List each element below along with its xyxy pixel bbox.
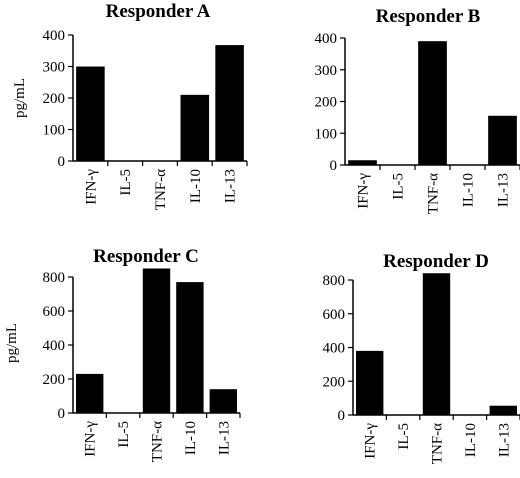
y-tick-label: 0 [58, 154, 66, 170]
bar [488, 115, 517, 165]
panel-responder-b: Responder B 0 100 200 300 400 IFN-γ IL-5 TNF-α I… [315, 6, 520, 214]
bar [76, 66, 105, 161]
x-tick-label: IL-10 [463, 423, 479, 457]
x-tick-label: IL-5 [116, 421, 132, 448]
x-tick-label: IFN-γ [356, 173, 372, 209]
bar [180, 94, 210, 161]
bar [348, 160, 377, 165]
x-tick-label: IL-5 [396, 423, 412, 450]
bar [215, 45, 244, 161]
panel-responder-a: Responder A pg/mL 0 100 200 300 400 IFN-γ IL-5… [12, 1, 248, 210]
bar [356, 350, 384, 415]
plot-area: 0 100 200 300 400 IFN-γ IL-5 TNF-α IL-10 IL-13 [43, 28, 248, 210]
y-tick-label: 200 [315, 95, 338, 111]
y-tick-label: 800 [323, 273, 346, 289]
y-tick-label: 100 [43, 123, 66, 139]
y-tick-label: 0 [330, 158, 338, 174]
x-tick-label: IL-10 [188, 169, 204, 203]
x-tick-label: IL-5 [391, 173, 407, 200]
x-tick-label: IL-13 [216, 421, 232, 455]
x-tick-label: TNF-α [426, 173, 442, 214]
x-tick-label: IL-13 [223, 169, 239, 203]
y-tick-label: 0 [58, 406, 66, 422]
y-tick-label: 100 [315, 126, 338, 142]
y-tick-label: 600 [323, 307, 346, 323]
bar [209, 389, 237, 413]
x-tick-label: TNF-α [430, 423, 446, 464]
x-tick-label: IFN-γ [363, 423, 379, 459]
y-tick-label: 200 [323, 374, 346, 390]
y-tick-label: 0 [338, 408, 346, 424]
y-axis-label: pg/mL [12, 78, 28, 118]
y-tick-label: 400 [43, 338, 66, 354]
panel-responder-c: Responder C pg/mL 0 200 400 600 800 IFN-γ IL-5… [4, 246, 241, 462]
x-tick-label: IFN-γ [83, 169, 99, 205]
x-tick-label: IL-13 [496, 423, 512, 457]
panel-title: Responder A [106, 1, 211, 22]
x-tick-label: IL-10 [461, 173, 477, 207]
bar [489, 405, 517, 415]
x-tick-label: IFN-γ [83, 421, 99, 457]
bar [76, 373, 104, 413]
x-tick-label: TNF-α [153, 169, 169, 210]
x-tick-label: IL-10 [183, 421, 199, 455]
panel-title: Responder D [383, 251, 489, 272]
panel-responder-d: Responder D 0 200 400 600 800 IFN-γ IL-5 TNF-α I… [323, 251, 520, 464]
y-tick-label: 400 [315, 31, 338, 47]
x-tick-label: IL-13 [496, 173, 512, 207]
y-tick-label: 200 [43, 91, 66, 107]
plot-area: 0 100 200 300 400 IFN-γ IL-5 TNF-α IL-10 IL-13 [315, 31, 520, 214]
bar [418, 41, 447, 165]
y-axis-label: pg/mL [4, 323, 20, 363]
x-tick-label: IL-5 [118, 169, 134, 196]
panel-title: Responder B [376, 6, 481, 27]
y-tick-label: 600 [43, 304, 66, 320]
y-tick-label: 400 [43, 28, 66, 44]
x-tick-label: TNF-α [150, 421, 166, 462]
bar [176, 282, 204, 413]
panel-title: Responder C [93, 246, 199, 267]
bar [422, 273, 451, 415]
plot-area: 0 200 400 600 800 IFN-γ IL-5 TNF-α IL-10 IL-13 [43, 268, 241, 462]
plot-area: 0 200 400 600 800 IFN-γ IL-5 TNF-α IL-10 IL-13 [323, 273, 520, 464]
y-tick-label: 300 [315, 63, 338, 79]
y-tick-label: 800 [43, 270, 66, 286]
y-tick-label: 400 [323, 341, 346, 357]
y-tick-label: 300 [43, 60, 66, 76]
bar [142, 268, 171, 413]
y-tick-label: 200 [43, 372, 66, 388]
